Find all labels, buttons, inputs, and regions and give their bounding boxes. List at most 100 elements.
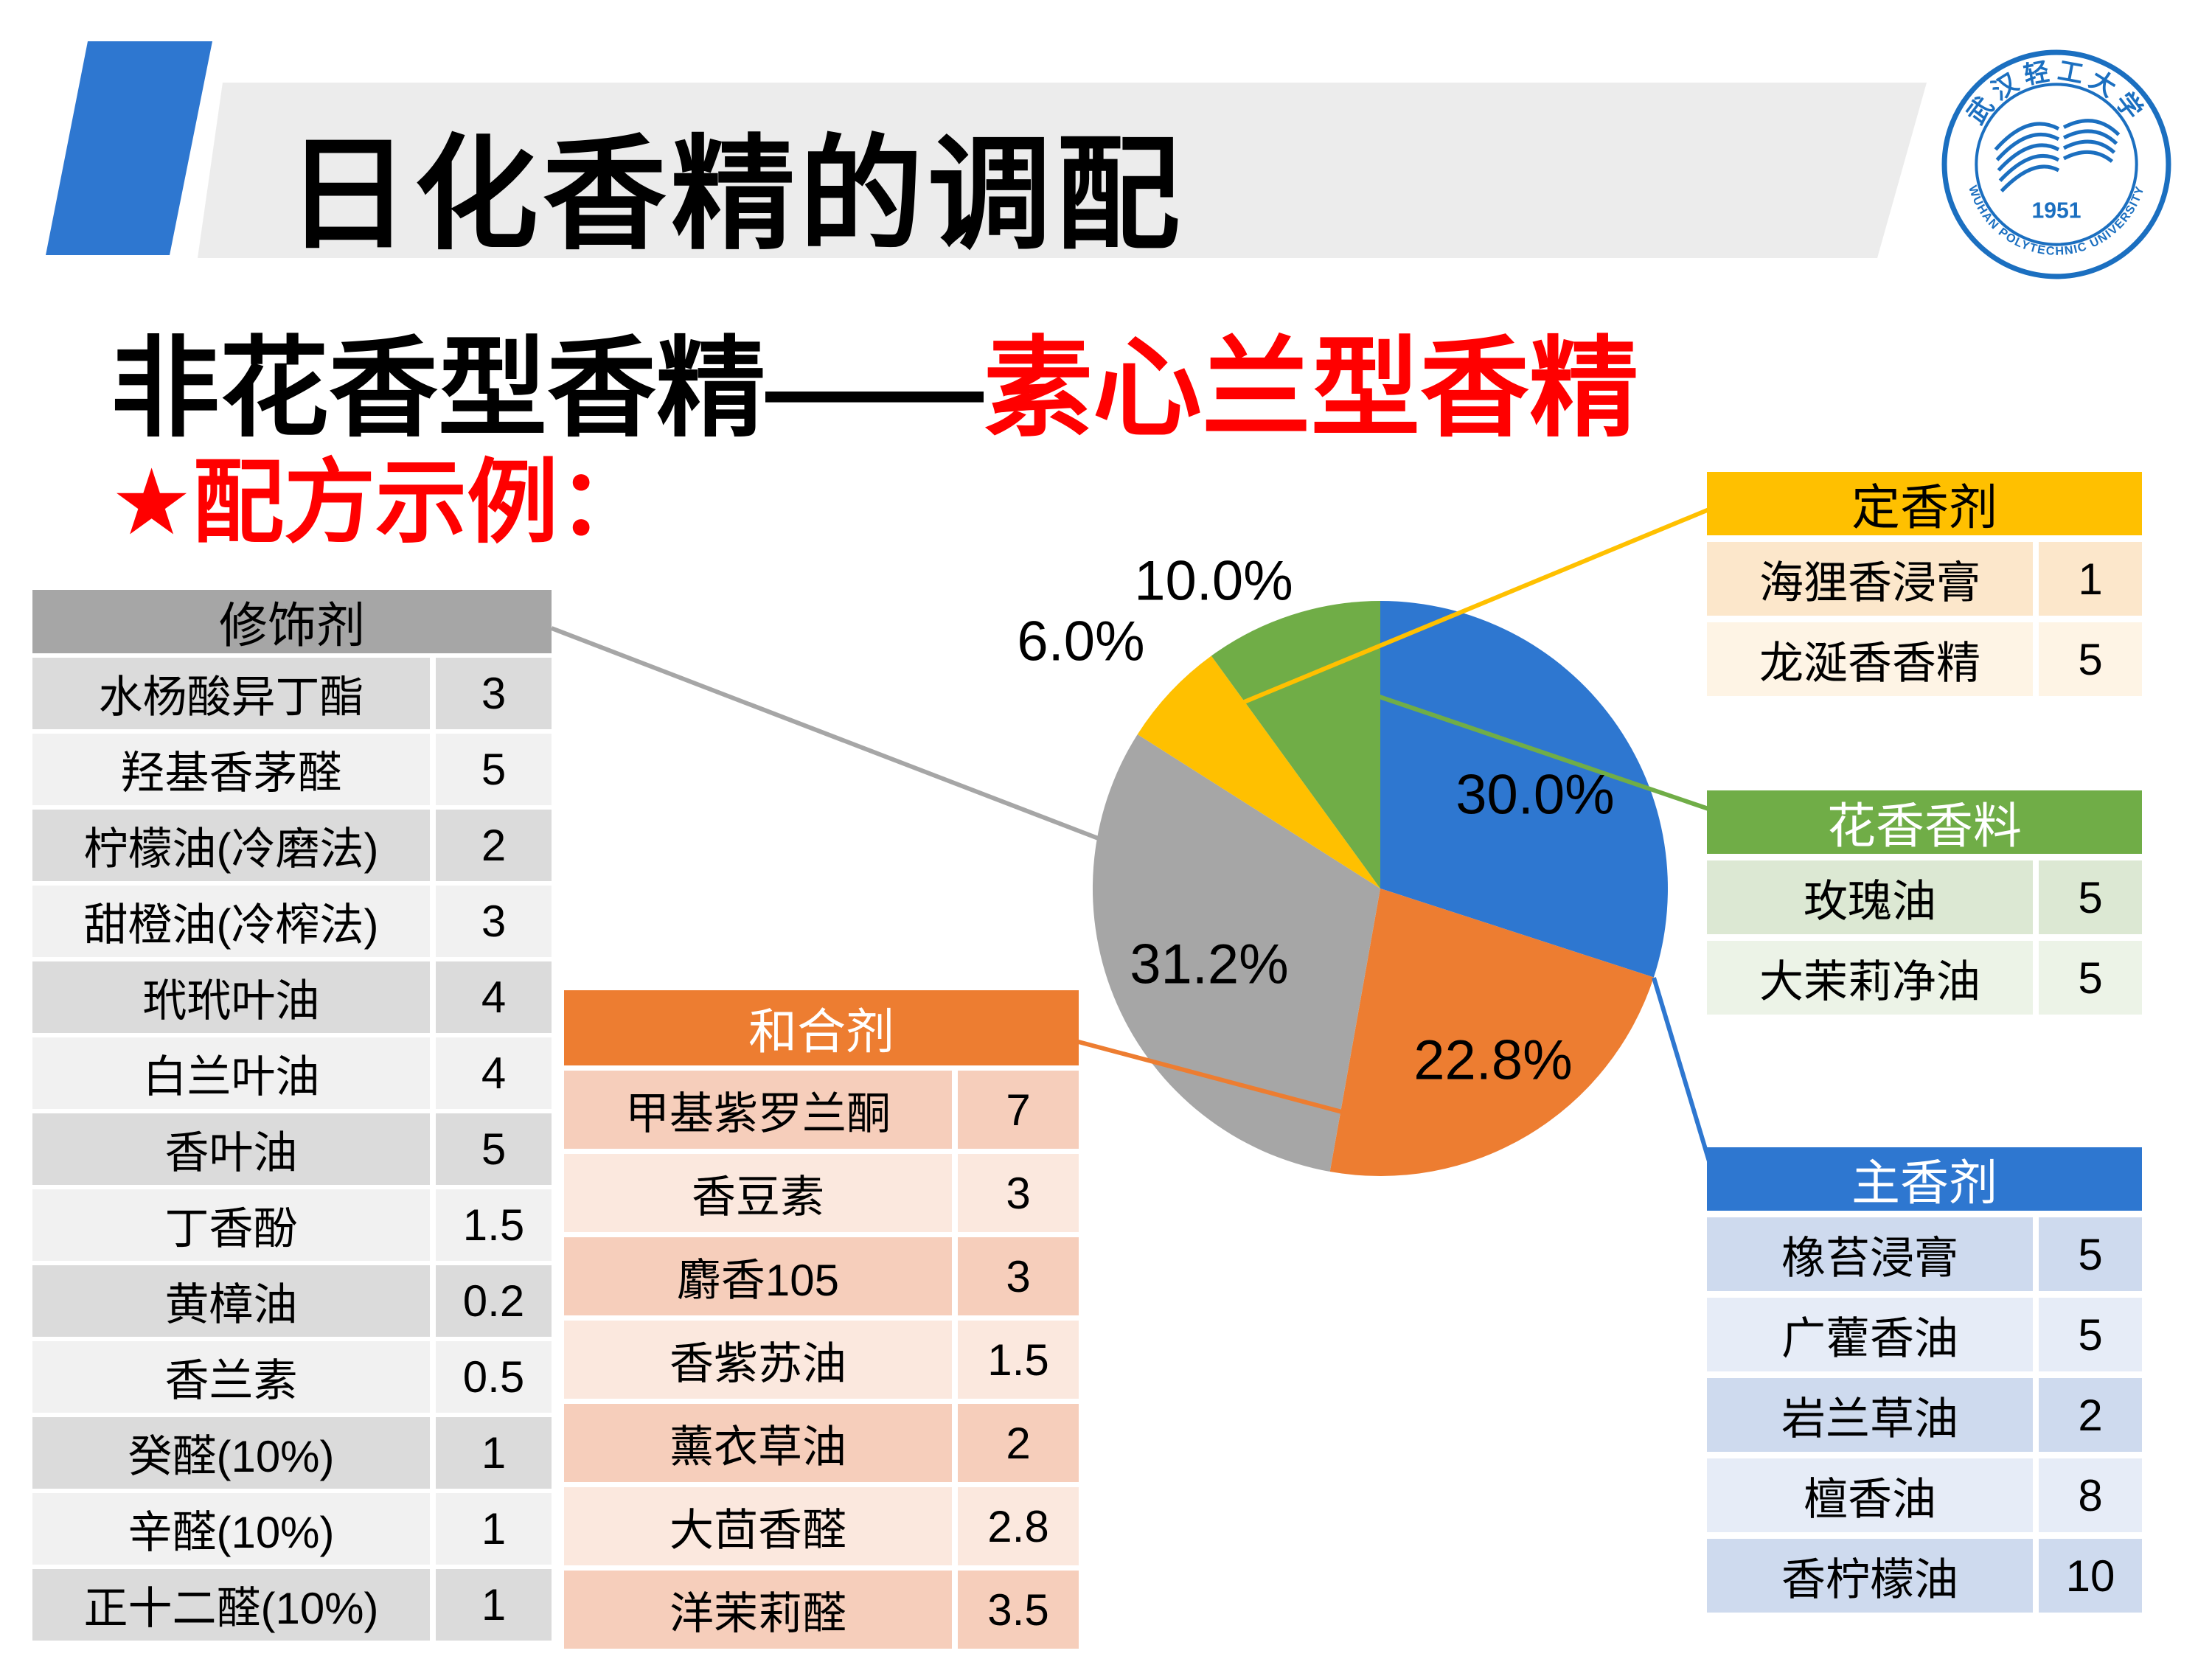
table-row: 甲基紫罗兰酮 7 <box>564 1071 1079 1149</box>
table-row: 薰衣草油 2 <box>564 1404 1079 1482</box>
ingredient-amount: 4 <box>436 961 552 1033</box>
ingredient-name: 甲基紫罗兰酮 <box>564 1071 952 1149</box>
table-row: 水杨酸异丁酯 3 <box>32 658 552 729</box>
table-row: 广藿香油 5 <box>1707 1298 2142 1371</box>
table-fixative: 定香剂海狸香浸膏 1 龙涎香香精 5 <box>1707 472 2142 696</box>
table-row: 大茴香醛 2.8 <box>564 1487 1079 1565</box>
page-title: 日化香精的调配 <box>286 125 1184 264</box>
ingredient-amount: 3 <box>436 886 552 957</box>
ingredient-name: 大茴香醛 <box>564 1487 952 1565</box>
table-row: 香叶油 5 <box>32 1113 552 1185</box>
table-header: 定香剂 <box>1707 472 2142 535</box>
ingredient-name: 丁香酚 <box>32 1189 430 1261</box>
logo-inner-ring <box>1975 83 2138 246</box>
ingredient-name: 羟基香茅醛 <box>32 734 430 805</box>
table-header: 和合剂 <box>564 990 1079 1065</box>
table-row: 海狸香浸膏 1 <box>1707 542 2142 616</box>
ingredient-amount: 8 <box>2039 1458 2142 1532</box>
ingredient-amount: 5 <box>2039 622 2142 696</box>
table-row: 辛醛(10%) 1 <box>32 1493 552 1565</box>
ingredient-amount: 10 <box>2039 1539 2142 1613</box>
table-row: 正十二醛(10%) 1 <box>32 1569 552 1641</box>
table-row: 黄樟油 0.2 <box>32 1265 552 1337</box>
table-main: 主香剂 橡苔浸膏 5 广藿香油 5 岩兰草油 2 檀香油 8 香柠檬油 10 <box>1707 1147 2142 1613</box>
table-row: 香柠檬油 10 <box>1707 1539 2142 1613</box>
ingredient-amount: 4 <box>436 1037 552 1109</box>
ingredient-amount: 3 <box>958 1237 1079 1315</box>
ingredient-amount: 3 <box>436 658 552 729</box>
ingredient-name: 水杨酸异丁酯 <box>32 658 430 729</box>
ingredient-name: 大茉莉净油 <box>1707 941 2033 1015</box>
ingredient-amount: 5 <box>2039 1298 2142 1371</box>
ingredient-name: 玫瑰油 <box>1707 860 2033 934</box>
ingredient-amount: 0.5 <box>436 1341 552 1413</box>
ingredient-name: 香叶油 <box>32 1113 430 1185</box>
table-row: 香紫苏油 1.5 <box>564 1321 1079 1399</box>
ingredient-name: 洋茉莉醛 <box>564 1571 952 1649</box>
ingredient-name: 麝香105 <box>564 1237 952 1315</box>
pie-slice-和合剂 <box>1329 888 1654 1177</box>
logo-outer-ring <box>1941 49 2171 279</box>
pie-label-fixative: 6.0% <box>1017 610 1145 673</box>
ingredient-name: 正十二醛(10%) <box>32 1569 430 1641</box>
table-row: 玳玳叶油 4 <box>32 961 552 1033</box>
pie-label-blender: 22.8% <box>1413 1029 1573 1092</box>
ingredient-amount: 1 <box>436 1417 552 1489</box>
table-row: 大茉莉净油 5 <box>1707 941 2142 1015</box>
pie-label-floral: 10.0% <box>1134 549 1293 613</box>
ingredient-amount: 2.8 <box>958 1487 1079 1565</box>
ingredient-name: 香柠檬油 <box>1707 1539 2033 1613</box>
ingredient-name: 香紫苏油 <box>564 1321 952 1399</box>
ingredient-amount: 7 <box>958 1071 1079 1149</box>
ingredient-name: 檀香油 <box>1707 1458 2033 1532</box>
ingredient-name: 甜橙油(冷榨法) <box>32 886 430 957</box>
ingredient-amount: 2 <box>2039 1378 2142 1452</box>
table-floral: 花香香料 玫瑰油 5 大茉莉净油 5 <box>1707 790 2142 1015</box>
ingredient-amount: 3.5 <box>958 1571 1079 1649</box>
ingredient-amount: 2 <box>436 810 552 881</box>
table-row: 香兰素 0.5 <box>32 1341 552 1413</box>
table-row: 甜橙油(冷榨法) 3 <box>32 886 552 957</box>
ingredient-amount: 1 <box>436 1493 552 1565</box>
ingredient-name: 辛醛(10%) <box>32 1493 430 1565</box>
table-row: 香豆素 3 <box>564 1154 1079 1232</box>
university-logo: 武汉轻工大学 WUHAN POLYTECHNIC UNIVERSITY 1951 <box>1941 49 2171 279</box>
ingredient-name: 岩兰草油 <box>1707 1378 2033 1452</box>
ingredient-amount: 3 <box>958 1154 1079 1232</box>
ingredient-amount: 5 <box>436 1113 552 1185</box>
table-header: 主香剂 <box>1707 1147 2142 1211</box>
ingredient-name: 海狸香浸膏 <box>1707 542 2033 616</box>
ingredient-name: 龙涎香香精 <box>1707 622 2033 696</box>
ingredient-name: 橡苔浸膏 <box>1707 1217 2033 1291</box>
ingredient-name: 香兰素 <box>32 1341 430 1413</box>
title-banner <box>198 83 1927 258</box>
ingredient-amount: 0.2 <box>436 1265 552 1337</box>
table-row: 橡苔浸膏 5 <box>1707 1217 2142 1291</box>
logo-book-icon <box>1994 119 2121 192</box>
pie-label-main: 30.0% <box>1455 763 1615 827</box>
ingredient-name: 癸醛(10%) <box>32 1417 430 1489</box>
table-blender: 和合剂 甲基紫罗兰酮 7 香豆素 3 麝香105 3 香紫苏油 1.5 薰衣草油 2 大茴香醛 2.8 洋… <box>564 990 1079 1649</box>
pie-slice-定香剂 <box>1137 655 1380 888</box>
table-row: 岩兰草油 2 <box>1707 1378 2142 1452</box>
ingredient-name: 柠檬油(冷磨法) <box>32 810 430 881</box>
table-modifier: 修饰剂 水杨酸异丁酯 3 羟基香茅醛 5 柠檬油(冷磨法) 2 甜橙油(冷榨法) 3 玳玳叶油 4 白… <box>32 590 552 1641</box>
recipe-example-label: ★配方示例： <box>111 452 650 554</box>
ingredient-amount: 5 <box>2039 941 2142 1015</box>
table-row: 丁香酚 1.5 <box>32 1189 552 1261</box>
table-row: 檀香油 8 <box>1707 1458 2142 1532</box>
ingredient-amount: 5 <box>2039 860 2142 934</box>
table-row: 麝香105 3 <box>564 1237 1079 1315</box>
ingredient-name: 薰衣草油 <box>564 1404 952 1482</box>
subtitle-black-part: 非花香型香精—— <box>111 328 984 450</box>
table-row: 癸醛(10%) 1 <box>32 1417 552 1489</box>
ingredient-amount: 2 <box>958 1404 1079 1482</box>
ingredient-amount: 1.5 <box>958 1321 1079 1399</box>
ingredient-name: 玳玳叶油 <box>32 961 430 1033</box>
table-row: 柠檬油(冷磨法) 2 <box>32 810 552 881</box>
table-row: 龙涎香香精 5 <box>1707 622 2142 696</box>
table-row: 羟基香茅醛 5 <box>32 734 552 805</box>
pie-label-modifier: 31.2% <box>1130 933 1289 996</box>
subtitle: 非花香型香精——素心兰型香精 <box>111 299 1638 458</box>
